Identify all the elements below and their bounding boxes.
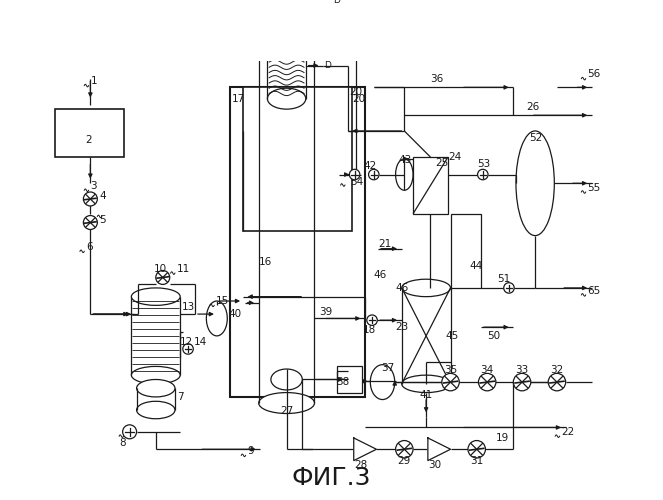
Circle shape: [396, 440, 413, 458]
Text: 22: 22: [562, 427, 575, 437]
Text: 31: 31: [470, 456, 483, 466]
Text: 30: 30: [428, 460, 442, 470]
Text: 44: 44: [469, 261, 483, 271]
Text: 5: 5: [99, 215, 105, 225]
Text: 11: 11: [177, 264, 190, 274]
Bar: [451, 214, 481, 288]
Circle shape: [442, 374, 459, 391]
Text: 46: 46: [396, 283, 409, 293]
Circle shape: [123, 425, 137, 439]
Text: 29: 29: [398, 456, 411, 466]
Text: 37: 37: [381, 363, 394, 373]
Circle shape: [513, 374, 531, 391]
Text: ФИГ.3: ФИГ.3: [291, 466, 371, 490]
Bar: [56, 109, 123, 157]
Ellipse shape: [137, 380, 175, 397]
Ellipse shape: [396, 159, 413, 190]
Circle shape: [367, 315, 377, 326]
Text: 17: 17: [231, 94, 245, 104]
Text: 26: 26: [526, 102, 540, 112]
Text: 56: 56: [587, 70, 601, 80]
Ellipse shape: [131, 288, 180, 306]
Ellipse shape: [271, 369, 302, 390]
Bar: [243, 88, 352, 231]
Text: 51: 51: [498, 274, 511, 284]
Text: 3: 3: [90, 181, 97, 191]
Bar: [230, 88, 365, 397]
Circle shape: [468, 440, 485, 458]
Circle shape: [504, 282, 514, 293]
Text: 38: 38: [336, 377, 349, 387]
Text: 25: 25: [435, 158, 448, 168]
Text: 65: 65: [587, 286, 601, 296]
Circle shape: [183, 344, 194, 354]
Text: 16: 16: [259, 257, 272, 267]
Ellipse shape: [402, 375, 451, 392]
Text: 14: 14: [194, 337, 208, 347]
Text: 32: 32: [550, 365, 564, 375]
Text: 2: 2: [86, 134, 92, 144]
Polygon shape: [354, 438, 377, 460]
Text: 55: 55: [587, 182, 601, 192]
Text: 4: 4: [99, 192, 105, 202]
Text: 20: 20: [352, 94, 365, 104]
Text: 8: 8: [119, 438, 126, 448]
Text: 20: 20: [349, 86, 363, 97]
Text: 13: 13: [182, 302, 195, 312]
Text: 39: 39: [319, 308, 332, 318]
Circle shape: [479, 374, 496, 391]
Circle shape: [548, 374, 566, 391]
Text: 52: 52: [529, 133, 542, 143]
Text: 50: 50: [487, 331, 501, 341]
Text: 6: 6: [86, 242, 93, 252]
Text: 28: 28: [354, 460, 367, 470]
Circle shape: [349, 170, 360, 180]
Bar: [337, 366, 361, 392]
Ellipse shape: [402, 279, 451, 296]
Text: 36: 36: [430, 74, 444, 84]
Text: 33: 33: [515, 365, 528, 375]
Text: 46: 46: [374, 270, 387, 280]
Ellipse shape: [206, 301, 227, 336]
Text: 1: 1: [90, 76, 97, 86]
Text: 9: 9: [247, 446, 254, 456]
Circle shape: [477, 170, 488, 180]
Text: 21: 21: [378, 240, 391, 250]
Circle shape: [156, 270, 170, 284]
Bar: [413, 157, 448, 214]
Text: 35: 35: [444, 365, 457, 375]
Circle shape: [84, 192, 97, 206]
Text: 12: 12: [180, 337, 194, 347]
Circle shape: [84, 216, 97, 230]
Text: 10: 10: [154, 264, 167, 274]
Text: 45: 45: [446, 331, 459, 341]
Text: 41: 41: [419, 390, 432, 400]
Ellipse shape: [137, 402, 175, 418]
Text: 23: 23: [396, 322, 409, 332]
Circle shape: [369, 170, 379, 180]
Ellipse shape: [371, 364, 394, 400]
Ellipse shape: [131, 366, 180, 384]
Text: D: D: [333, 0, 339, 4]
Text: 42: 42: [363, 161, 377, 171]
Text: 43: 43: [398, 154, 412, 164]
Ellipse shape: [516, 131, 554, 236]
Text: 54: 54: [350, 176, 363, 186]
Polygon shape: [428, 438, 451, 460]
Text: D: D: [324, 61, 331, 70]
Text: 34: 34: [481, 365, 494, 375]
Text: 24: 24: [448, 152, 461, 162]
Text: 15: 15: [216, 296, 229, 306]
Text: 27: 27: [280, 406, 293, 415]
Ellipse shape: [267, 88, 306, 109]
Text: 40: 40: [228, 309, 241, 319]
Text: 19: 19: [496, 433, 509, 443]
Text: 18: 18: [363, 325, 376, 335]
Text: 7: 7: [177, 392, 184, 402]
Text: 53: 53: [477, 159, 490, 169]
Ellipse shape: [259, 392, 314, 413]
